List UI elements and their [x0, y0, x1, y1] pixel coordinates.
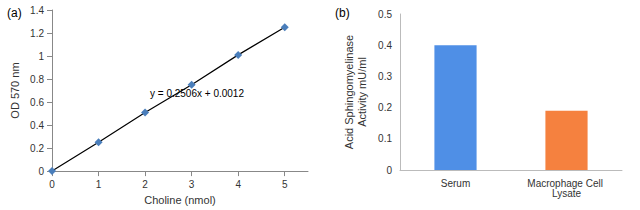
svg-text:1.2: 1.2: [30, 28, 44, 39]
svg-text:0.4: 0.4: [378, 40, 392, 51]
svg-text:0: 0: [386, 165, 392, 176]
svg-text:(a): (a): [7, 6, 22, 20]
svg-text:y = 0.2506x + 0.0012: y = 0.2506x + 0.0012: [150, 88, 244, 99]
svg-text:(b): (b): [335, 6, 350, 20]
svg-text:0.3: 0.3: [378, 71, 392, 82]
svg-text:Activity mU/ml: Activity mU/ml: [356, 57, 368, 127]
svg-text:Lysate: Lysate: [552, 188, 582, 199]
svg-text:2: 2: [142, 179, 148, 190]
svg-text:Choline (nmol): Choline (nmol): [144, 194, 216, 206]
svg-text:Macrophage Cell: Macrophage Cell: [527, 177, 606, 189]
svg-text:0.5: 0.5: [378, 9, 392, 20]
svg-text:0.4: 0.4: [30, 120, 44, 131]
svg-text:OD 570 nm: OD 570 nm: [9, 62, 21, 118]
svg-text:3: 3: [189, 179, 195, 190]
svg-text:4: 4: [235, 179, 241, 190]
svg-text:0.2: 0.2: [30, 143, 44, 154]
svg-text:5: 5: [282, 179, 288, 190]
svg-text:Serum: Serum: [441, 178, 470, 189]
svg-text:0: 0: [38, 166, 44, 177]
svg-text:0: 0: [49, 179, 55, 190]
svg-text:0.6: 0.6: [30, 97, 44, 108]
svg-text:1: 1: [38, 51, 44, 62]
svg-text:Acid Sphingomyelinase: Acid Sphingomyelinase: [343, 35, 355, 149]
svg-text:0.8: 0.8: [30, 74, 44, 85]
svg-text:0.2: 0.2: [378, 102, 392, 113]
svg-text:1.4: 1.4: [30, 5, 44, 16]
svg-text:0.1: 0.1: [378, 133, 392, 144]
svg-text:1: 1: [96, 179, 102, 190]
